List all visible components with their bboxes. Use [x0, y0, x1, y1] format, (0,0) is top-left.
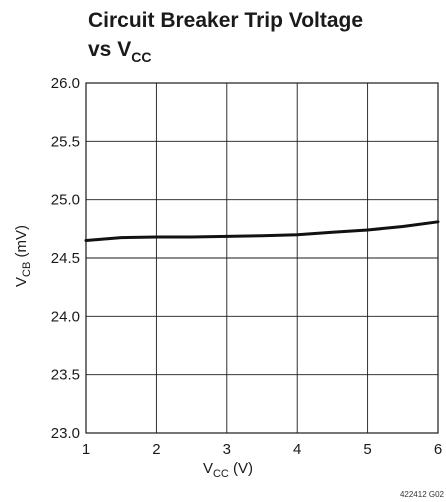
series-group [86, 222, 438, 241]
x-tick-label: 6 [434, 441, 442, 458]
y-tick-label: 25.0 [51, 192, 80, 209]
figure-id: 422412 G02 [400, 490, 445, 499]
y-tick-label: 23.5 [51, 367, 80, 384]
grid [86, 83, 438, 433]
chart-title-line1: Circuit Breaker Trip Voltage [88, 9, 363, 32]
chart-title: Circuit Breaker Trip Voltage vs VCC [88, 9, 363, 65]
x-tick-label: 1 [82, 441, 90, 458]
y-tick-label: 26.0 [51, 75, 80, 92]
x-tick-label: 4 [293, 441, 301, 458]
x-tick-label: 2 [152, 441, 160, 458]
y-tick-label: 24.0 [51, 308, 80, 325]
y-tick-label: 25.5 [51, 133, 80, 150]
y-tick-label: 23.0 [51, 425, 80, 442]
y-tick-labels: 23.0 23.5 24.0 24.5 25.0 25.5 26.0 [51, 75, 80, 442]
series-line [86, 222, 438, 241]
y-tick-label: 24.5 [51, 250, 80, 267]
x-tick-label: 3 [223, 441, 231, 458]
y-axis-label: VCB (mV) [13, 225, 33, 287]
x-axis-label: VCC (V) [203, 460, 253, 480]
x-tick-label: 5 [363, 441, 371, 458]
chart-title-line2: vs VCC [88, 38, 151, 65]
x-tick-labels: 1 2 3 4 5 6 [82, 441, 442, 458]
